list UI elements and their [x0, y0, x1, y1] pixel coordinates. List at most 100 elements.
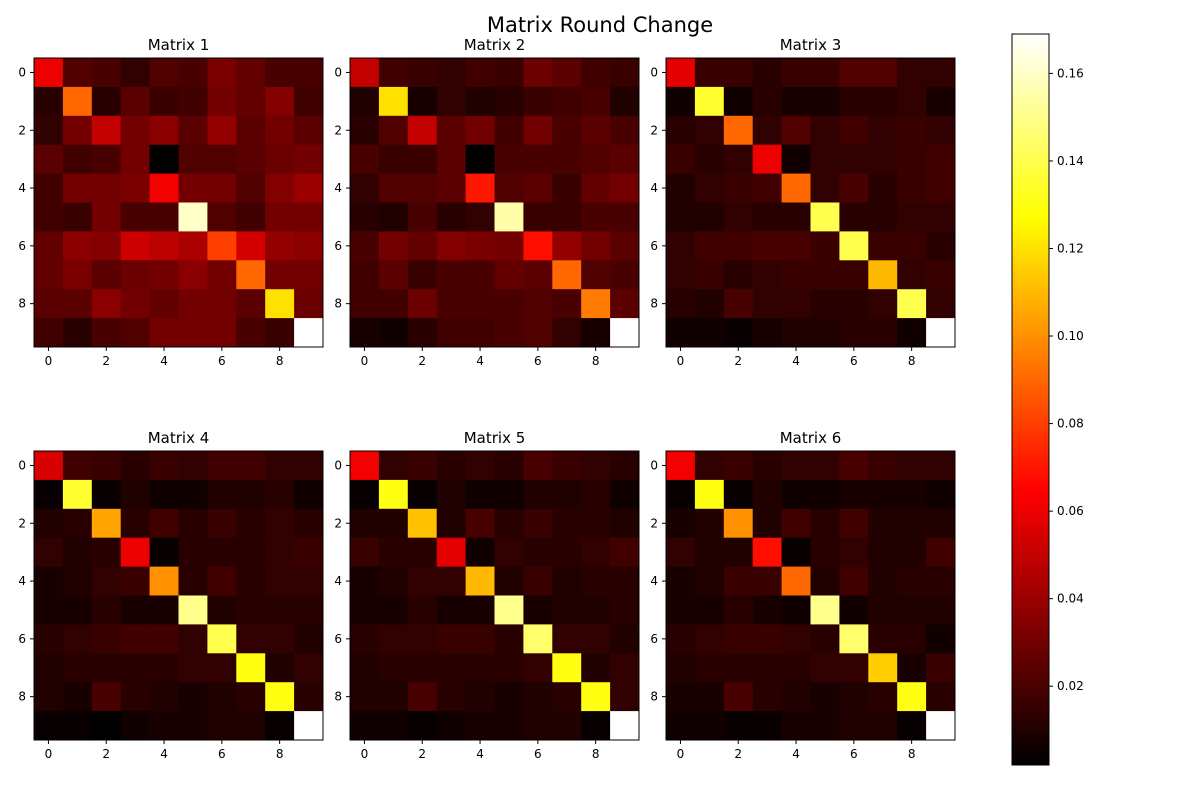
heatmap-cell [120, 58, 150, 88]
heatmap-cell [465, 202, 495, 232]
heatmap-cell [436, 86, 466, 117]
heatmap-cell [694, 86, 725, 117]
heatmap-cell [207, 318, 237, 348]
heatmap-cell [926, 318, 956, 348]
heatmap-cell [294, 173, 324, 203]
heatmap-cell [781, 624, 811, 654]
heatmap-cell [294, 508, 324, 539]
heatmap-cell [810, 289, 840, 319]
heatmap-cell [781, 318, 811, 348]
heatmap-cell [694, 479, 725, 510]
heatmap-cell [207, 260, 237, 290]
heatmap-cell [178, 595, 208, 625]
heatmap-cell [523, 595, 553, 625]
heatmap-cell [407, 202, 438, 232]
heatmap-cell [120, 231, 150, 261]
heatmap-cell [839, 231, 869, 261]
heatmap-cell [694, 711, 725, 741]
heatmap-cell [407, 624, 438, 654]
x-tick-label: 6 [218, 354, 226, 368]
heatmap-cell [236, 537, 266, 567]
heatmap-cell [523, 115, 553, 146]
heatmap-cell [610, 173, 640, 203]
heatmap-cell [378, 260, 409, 290]
heatmap-cell [839, 508, 869, 539]
heatmap-cell [149, 479, 179, 510]
heatmap-cell [465, 86, 495, 117]
heatmap-cell [581, 144, 611, 174]
heatmap-cells [350, 451, 640, 741]
heatmap-cell [926, 653, 956, 683]
heatmap-cell [752, 682, 782, 712]
heatmap-cell [149, 58, 179, 88]
heatmap-cell [666, 682, 696, 712]
heatmap-cell [294, 624, 324, 654]
heatmap-cell [523, 202, 553, 232]
heatmap-cell [897, 451, 927, 481]
heatmap-cell [752, 566, 782, 596]
heatmap-cell [666, 451, 696, 481]
y-tick-label: 0 [650, 65, 658, 79]
heatmap-cell [926, 624, 956, 654]
heatmap-cell [752, 595, 782, 625]
heatmap-cell [723, 231, 754, 261]
heatmap-cell [781, 595, 811, 625]
heatmap-cell [120, 318, 150, 348]
heatmap-cell [610, 86, 640, 117]
heatmap-cell [62, 624, 93, 654]
y-tick-label: 0 [650, 458, 658, 472]
x-tick-label: 2 [418, 354, 426, 368]
x-tick-label: 4 [476, 354, 484, 368]
heatmap-cell [839, 537, 869, 567]
heatmap-cell [465, 595, 495, 625]
heatmap-cell [236, 682, 266, 712]
heatmap-cell [265, 595, 295, 625]
heatmap-cell [34, 653, 64, 683]
x-tick-label: 2 [102, 354, 110, 368]
heatmap-cell [236, 231, 266, 261]
heatmap-cell [781, 144, 811, 174]
colorbar: 0.02 0.04 0.06 0.08 0.10 0.12 0.14 0.16 [1011, 33, 1084, 766]
heatmap-cell [465, 260, 495, 290]
heatmap-cell [781, 479, 811, 510]
x-tick-label: 6 [534, 354, 542, 368]
y-tick-label: 2 [334, 516, 342, 530]
heatmap-cell [926, 260, 956, 290]
heatmap-cell [465, 653, 495, 683]
heatmap-cell [265, 231, 295, 261]
x-tick-label: 8 [908, 354, 916, 368]
heatmap-cell [897, 202, 927, 232]
heatmap-cell [523, 566, 553, 596]
heatmap-cell [62, 537, 93, 567]
heatmap-cell [265, 318, 295, 348]
heatmap-cell [839, 479, 869, 510]
heatmap-cell [407, 173, 438, 203]
heatmap-cell [666, 318, 696, 348]
heatmap-cell [781, 566, 811, 596]
heatmap-cell [465, 115, 495, 146]
heatmap-cell [810, 566, 840, 596]
heatmap-cell [91, 479, 122, 510]
heatmap-cell [34, 682, 64, 712]
heatmap-cell [149, 231, 179, 261]
heatmap-cell [407, 144, 438, 174]
heatmap-cell [552, 508, 582, 539]
heatmap-cell [694, 173, 725, 203]
heatmap-cell [610, 115, 640, 146]
heatmap-cell [781, 711, 811, 741]
heatmap-cell [868, 595, 898, 625]
heatmap-cell [62, 260, 93, 290]
colorbar-tick-label: 0.08 [1057, 417, 1084, 431]
x-tick-label: 6 [218, 747, 226, 761]
heatmap-cell [178, 202, 208, 232]
heatmap-cell [810, 318, 840, 348]
heatmap-cell [91, 58, 122, 88]
heatmap-cell [694, 653, 725, 683]
x-tick-label: 0 [45, 354, 53, 368]
heatmap-cell [926, 595, 956, 625]
heatmap-cell [897, 653, 927, 683]
heatmap-cell [897, 318, 927, 348]
heatmap-cell [207, 711, 237, 741]
heatmap-cell [34, 144, 64, 174]
